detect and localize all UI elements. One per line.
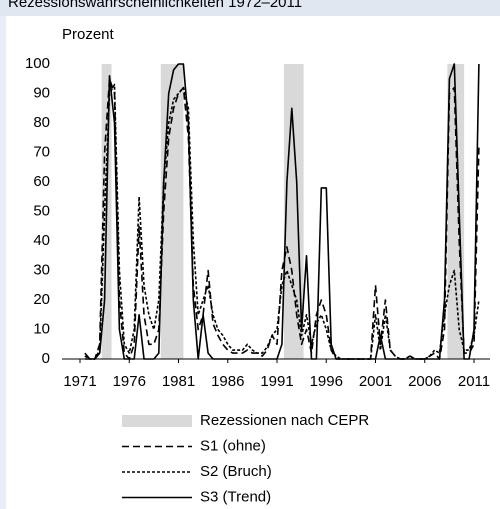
y-tick-label: 20 bbox=[33, 291, 50, 308]
x-tick-label: 1996 bbox=[310, 373, 343, 390]
series-line bbox=[84, 78, 480, 360]
legend-label: S3 (Trend) bbox=[200, 488, 271, 505]
x-tick-label: 2006 bbox=[408, 373, 441, 390]
x-tick-label: 1986 bbox=[211, 373, 244, 390]
y-tick-label: 0 bbox=[42, 350, 50, 367]
x-tick-label: 1976 bbox=[113, 373, 146, 390]
x-tick-label: 2011 bbox=[458, 373, 490, 390]
y-tick-label: 100 bbox=[25, 55, 50, 72]
legend-swatch bbox=[122, 415, 192, 427]
series-line bbox=[84, 63, 480, 360]
y-tick-label: 90 bbox=[33, 84, 50, 101]
recession-band bbox=[283, 64, 304, 359]
chart-title: Rezessionswahrscheinlichkeiten 1972–2011 bbox=[8, 0, 302, 11]
header-band bbox=[0, 0, 500, 16]
series-line bbox=[84, 83, 480, 360]
x-tick-label: 2001 bbox=[359, 373, 392, 390]
y-tick-label: 50 bbox=[33, 202, 50, 219]
y-tick-label: 60 bbox=[33, 173, 50, 190]
recession-band bbox=[447, 64, 465, 359]
legend-label: S2 (Bruch) bbox=[200, 463, 272, 480]
x-tick-label: 1971 bbox=[63, 373, 96, 390]
y-tick-label: 40 bbox=[33, 232, 50, 249]
y-tick-label: 10 bbox=[33, 320, 50, 337]
side-band bbox=[0, 16, 6, 509]
y-axis-label: Prozent bbox=[62, 26, 115, 43]
x-tick-label: 1991 bbox=[260, 373, 293, 390]
legend-label: Rezessionen nach CEPR bbox=[200, 412, 369, 429]
y-tick-label: 30 bbox=[33, 261, 50, 278]
x-tick-label: 1981 bbox=[162, 373, 195, 390]
legend-label: S1 (ohne) bbox=[200, 437, 266, 454]
y-tick-label: 80 bbox=[33, 114, 50, 131]
y-tick-label: 70 bbox=[33, 143, 50, 160]
